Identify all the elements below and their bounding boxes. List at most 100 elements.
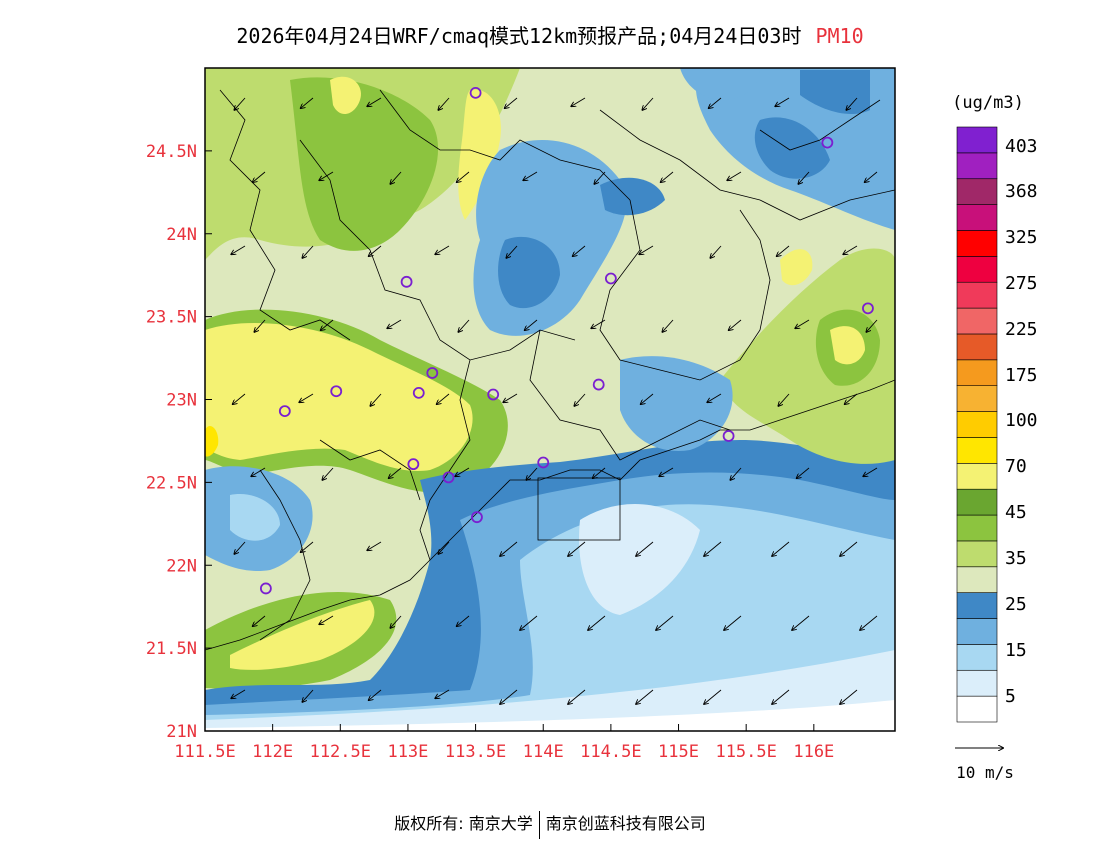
lon-label: 114.5E xyxy=(580,742,641,762)
lat-label: 23.5N xyxy=(146,308,197,328)
wind-arrow xyxy=(231,245,246,254)
wind-arrow xyxy=(730,467,742,480)
wind-arrow xyxy=(642,97,654,110)
wind-arrow xyxy=(390,615,402,628)
station-marker xyxy=(471,511,483,524)
monitoring-stations xyxy=(259,86,874,595)
station-marker xyxy=(259,582,272,595)
legend-swatch xyxy=(956,307,998,335)
legend-label: 403 xyxy=(1005,136,1038,157)
wind-key-label: 10 m/s xyxy=(956,763,1014,782)
wind-arrow xyxy=(729,319,742,330)
wind-arrow xyxy=(367,541,382,550)
wind-arrow xyxy=(455,467,470,476)
color-legend: 5 15 25 35 45 70 100 175 225 275 325 368 403 xyxy=(956,126,1038,723)
wind-arrow xyxy=(727,171,742,180)
wind-arrow xyxy=(571,97,586,106)
wind-arrow xyxy=(322,467,334,480)
footer-divider xyxy=(538,810,540,839)
wind-arrow xyxy=(253,171,266,182)
company-text: 南京创蓝科技有限公司 xyxy=(545,814,706,833)
legend-swatch xyxy=(956,256,998,283)
wind-arrow xyxy=(866,319,878,332)
wind-arrow xyxy=(656,615,674,630)
wind-arrow xyxy=(319,615,334,624)
legend-swatch xyxy=(956,669,998,697)
wind-arrow xyxy=(636,541,654,556)
legend-swatch xyxy=(956,385,998,412)
wind-arrow xyxy=(523,171,538,180)
lon-label: 113E xyxy=(387,742,428,762)
lat-label: 24.5N xyxy=(146,142,197,162)
wind-arrow xyxy=(438,97,450,110)
wind-arrow xyxy=(574,393,586,406)
wind-arrow xyxy=(795,319,810,328)
wind-arrow xyxy=(234,541,246,554)
wind-arrow xyxy=(299,393,314,402)
wind-arrow xyxy=(435,689,450,698)
wind-vectors xyxy=(231,97,878,704)
legend-label: 45 xyxy=(1005,502,1027,523)
wind-arrow xyxy=(797,467,810,478)
wind-arrow xyxy=(772,689,790,704)
legend-swatch xyxy=(956,178,998,205)
wind-arrow xyxy=(503,393,518,402)
wind-arrow xyxy=(568,541,586,556)
wind-arrow xyxy=(591,319,606,328)
wind-arrow xyxy=(233,393,246,404)
wind-arrow xyxy=(594,171,606,184)
wind-arrow xyxy=(573,245,586,256)
wind-arrow xyxy=(369,245,382,256)
footer: 版权所有: 南京大学 南京创蓝科技有限公司 xyxy=(0,810,1100,839)
lat-label: 24N xyxy=(166,225,197,245)
wind-arrow xyxy=(520,615,538,630)
legend-label: 70 xyxy=(1005,456,1027,477)
wind-arrow xyxy=(251,467,266,476)
station-marker xyxy=(278,405,291,418)
wind-arrow xyxy=(777,245,790,256)
station-marker xyxy=(330,385,343,398)
wind-arrow xyxy=(709,97,722,108)
wind-arrow xyxy=(641,393,654,404)
pollutant-label: PM10 xyxy=(815,24,864,48)
station-marker xyxy=(604,272,617,285)
legend-label: 225 xyxy=(1005,319,1038,340)
legend-swatch xyxy=(956,437,998,464)
wind-arrow xyxy=(438,541,450,554)
wind-arrow xyxy=(500,541,518,556)
wind-arrow xyxy=(704,541,722,556)
legend-label: 368 xyxy=(1005,181,1038,202)
wind-arrow xyxy=(843,245,858,254)
wind-arrow xyxy=(778,393,790,406)
lon-label: 115.5E xyxy=(715,742,776,762)
legend-swatch xyxy=(956,463,998,490)
legend-label: 100 xyxy=(1005,410,1038,431)
lat-label: 22N xyxy=(166,556,197,576)
wind-arrow xyxy=(798,171,810,184)
legend-swatch xyxy=(956,695,998,723)
wind-arrow xyxy=(387,319,402,328)
legend-swatch xyxy=(956,644,998,671)
legend-label: 5 xyxy=(1005,686,1016,707)
wind-arrow xyxy=(659,467,674,476)
wind-arrow xyxy=(775,97,790,106)
legend-swatch xyxy=(956,618,998,645)
station-marker xyxy=(592,378,605,391)
station-marker xyxy=(426,367,439,379)
wind-arrow xyxy=(370,393,382,406)
wind-arrow xyxy=(234,97,246,110)
lon-label: 114E xyxy=(523,742,564,762)
wind-arrow xyxy=(860,615,878,630)
lon-label: 113.5E xyxy=(445,742,506,762)
lat-label: 21N xyxy=(166,722,197,742)
wind-arrow xyxy=(840,541,858,556)
wind-arrow xyxy=(253,615,266,626)
wind-arrow xyxy=(525,319,538,330)
admin-boundaries xyxy=(205,89,895,651)
lon-label: 116E xyxy=(793,742,834,762)
legend-swatch xyxy=(956,592,998,619)
legend-swatch xyxy=(956,204,998,231)
station-marker xyxy=(407,458,420,471)
lon-label: 115E xyxy=(658,742,699,762)
